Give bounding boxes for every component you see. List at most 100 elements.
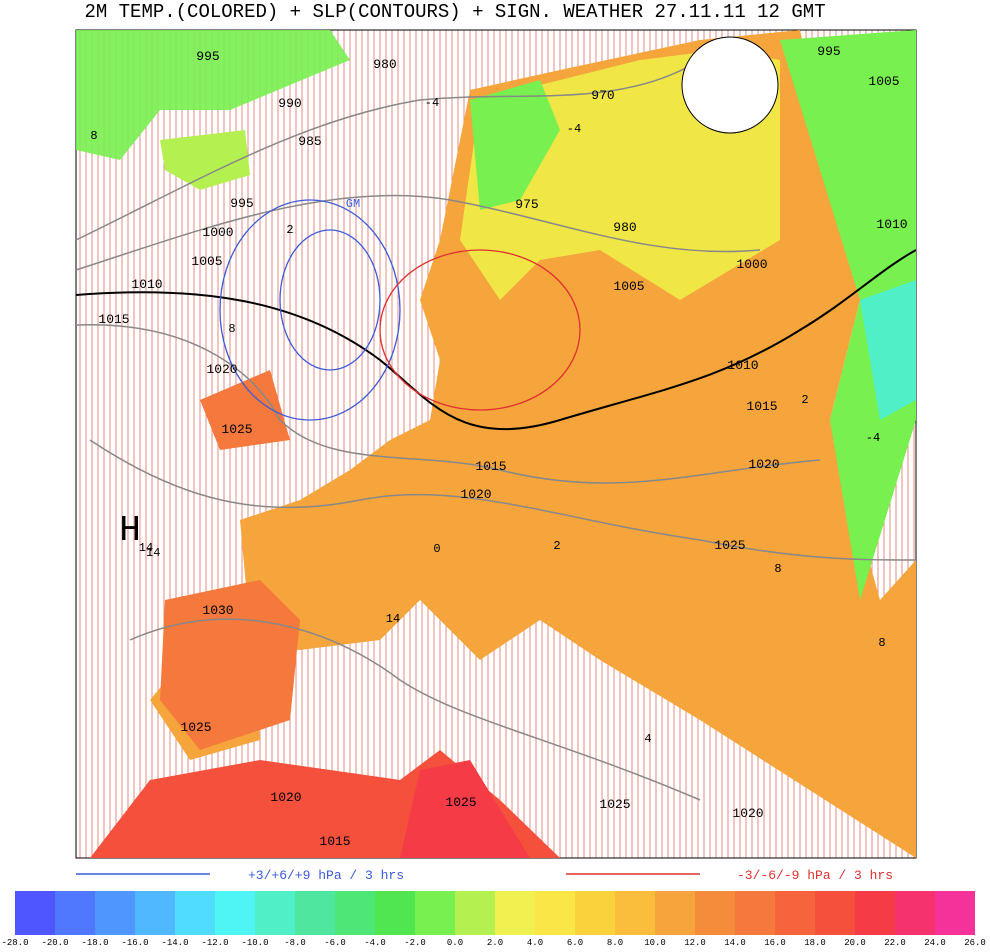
low-center: GM — [346, 197, 360, 211]
colorbar-swatch — [335, 891, 375, 935]
colorbar-swatch — [535, 891, 575, 935]
colorbar-label: -2.0 — [404, 938, 426, 947]
map-labels: 995 980 990 985 995 1000 1005 1010 1015 1020 1025 9… — [90, 44, 907, 849]
isobars — [75, 59, 917, 801]
colorbar-swatch — [655, 891, 695, 935]
colorbar-label: 2.0 — [487, 938, 503, 947]
temperature-label: 8 — [878, 636, 885, 650]
colorbar-swatch — [215, 891, 255, 935]
land-cold — [860, 280, 916, 420]
temperature-label: 14 — [139, 541, 153, 555]
temperature-label: -4 — [425, 96, 439, 110]
pressure-label: 995 — [817, 44, 840, 59]
pressure-label: 1000 — [736, 257, 767, 272]
temperature-label: 8 — [774, 562, 781, 576]
colorbar-label: 14.0 — [724, 938, 746, 947]
colorbar-swatch — [15, 891, 55, 935]
pressure-label: 990 — [278, 96, 301, 111]
title: 2M TEMP.(COLORED) + SLP(CONTOURS) + SIGN… — [84, 1, 825, 23]
pressure-label: 995 — [230, 196, 253, 211]
pressure-label: 1015 — [98, 312, 129, 327]
colorbar-label: 10.0 — [644, 938, 666, 947]
pressure-label: 980 — [613, 220, 636, 235]
colorbar-label: -10.0 — [241, 938, 268, 947]
pressure-label: 995 — [196, 49, 219, 64]
colorbar-swatch — [815, 891, 855, 935]
land-britain — [200, 370, 290, 450]
colorbar-swatch — [855, 891, 895, 935]
colorbar-label: 22.0 — [884, 938, 906, 947]
colorbar-label: 0.0 — [447, 938, 463, 947]
pressure-label: 1020 — [270, 790, 301, 805]
land-africa-hot — [400, 760, 530, 858]
colorbar-swatch — [495, 891, 535, 935]
temperature-label: 4 — [644, 732, 651, 746]
pressure-label: 1025 — [221, 422, 252, 437]
isobar — [75, 324, 821, 484]
iceland — [160, 130, 250, 190]
colorbar-swatch — [295, 891, 335, 935]
colorbar-swatch — [695, 891, 735, 935]
pressure-label: 1000 — [202, 225, 233, 240]
map — [75, 29, 917, 859]
colorbar-label: -6.0 — [324, 938, 346, 947]
colorbar-label: -18.0 — [81, 938, 108, 947]
colorbar-label: 4.0 — [527, 938, 543, 947]
colorbar-swatch — [775, 891, 815, 935]
pressure-label: 1010 — [876, 217, 907, 232]
colorbar: -28.0 -20.0 -18.0 -16.0 -14.0 -12.0 -10.0 -8.0 -… — [1, 891, 986, 948]
colorbar-label: 24.0 — [924, 938, 946, 947]
temperature-label: 14 — [386, 612, 400, 626]
high-center: H — [119, 510, 141, 551]
pressure-label: 985 — [298, 134, 321, 149]
colorbar-swatch — [735, 891, 775, 935]
isobar — [75, 194, 761, 271]
colorbar-label: -12.0 — [201, 938, 228, 947]
isobar-1010 — [75, 249, 917, 431]
pressure-label: 1020 — [460, 487, 491, 502]
colorbar-swatch — [135, 891, 175, 935]
colorbar-label: -20.0 — [41, 938, 68, 947]
pressure-label: 1025 — [599, 797, 630, 812]
isobar — [129, 618, 701, 801]
pressure-label: 1020 — [732, 806, 763, 821]
temperature-label: 0 — [433, 542, 440, 556]
colorbar-swatch — [935, 891, 975, 935]
isobar — [75, 59, 701, 241]
colorbar-label: 6.0 — [567, 938, 583, 947]
colorbar-label: -16.0 — [121, 938, 148, 947]
land-north — [76, 30, 350, 160]
rise-isallobar — [219, 199, 401, 421]
pressure-label: 1010 — [727, 358, 758, 373]
pressure-label: 1015 — [475, 459, 506, 474]
colorbar-label: -4.0 — [364, 938, 386, 947]
temperature-label: -4 — [567, 122, 581, 136]
colorbar-swatch — [55, 891, 95, 935]
colorbar-swatch — [575, 891, 615, 935]
temperature-label: -4 — [866, 431, 880, 445]
colorbar-swatch — [255, 891, 295, 935]
pressure-label: 1025 — [714, 538, 745, 553]
colorbar-swatch — [615, 891, 655, 935]
legend-fall: -3/-6/-9 hPa / 3 hrs — [737, 868, 893, 883]
colorbar-label: 8.0 — [607, 938, 623, 947]
pressure-label: 1020 — [206, 362, 237, 377]
pressure-label: 1010 — [131, 277, 162, 292]
colorbar-swatch — [375, 891, 415, 935]
colorbar-swatch — [415, 891, 455, 935]
temperature-label: 2 — [286, 223, 293, 237]
colorbar-swatch — [175, 891, 215, 935]
colorbar-label: 12.0 — [684, 938, 706, 947]
colorbar-swatch — [895, 891, 935, 935]
pressure-label: 1015 — [746, 399, 777, 414]
tendency-lines — [219, 199, 581, 421]
pressure-label: 1005 — [613, 279, 644, 294]
logo — [681, 36, 779, 134]
legend-rise: +3/+6/+9 hPa / 3 hrs — [248, 868, 404, 883]
land-green — [470, 80, 560, 210]
temperature-label: 2 — [553, 539, 560, 553]
temperature-label: 2 — [801, 393, 808, 407]
pressure-label: 980 — [373, 57, 396, 72]
colorbar-label: -14.0 — [161, 938, 188, 947]
